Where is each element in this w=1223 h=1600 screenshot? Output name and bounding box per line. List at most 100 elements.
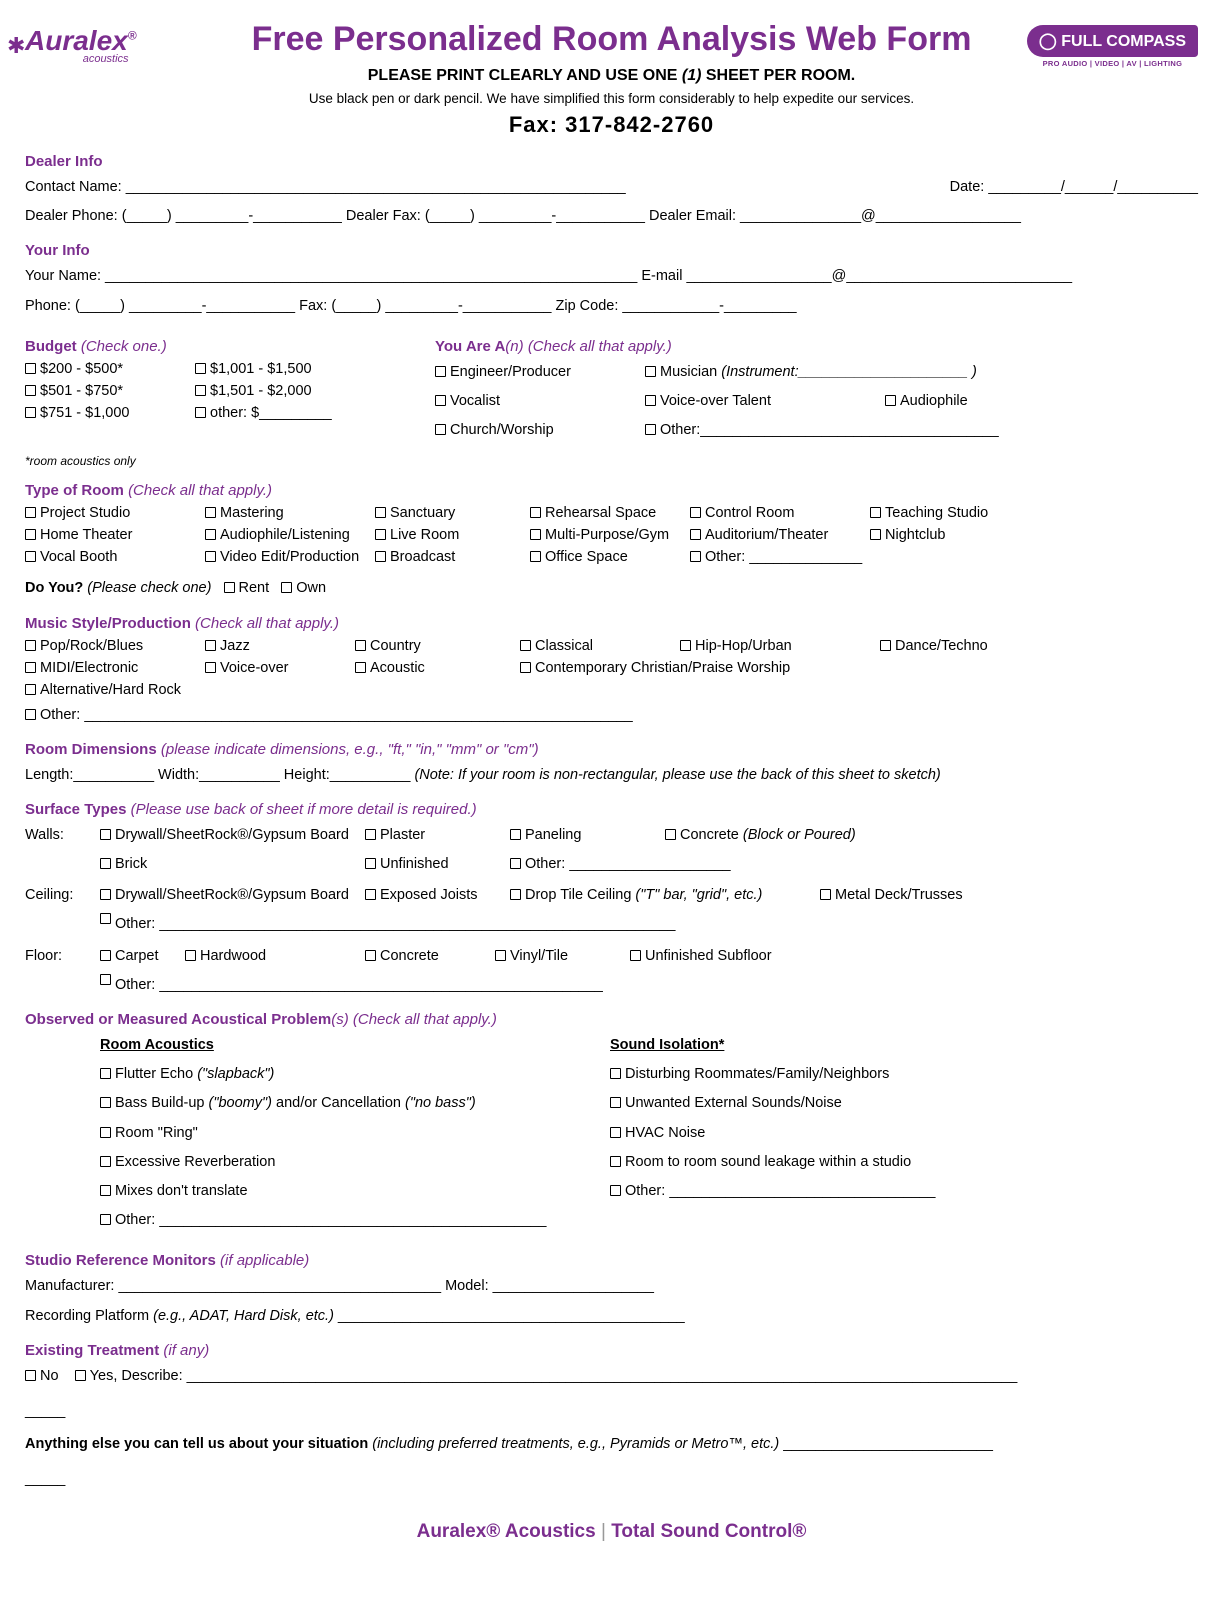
walls-label: Walls: <box>25 824 100 847</box>
checkbox[interactable] <box>375 529 386 540</box>
checkbox[interactable] <box>100 889 111 900</box>
checkbox[interactable] <box>645 395 656 406</box>
dims-row[interactable]: Length:__________ Width:__________ Heigh… <box>25 764 1198 787</box>
monitors-row-2[interactable]: Recording Platform (e.g., ADAT, Hard Dis… <box>25 1305 1198 1328</box>
existing-heading: Existing Treatment (if any) <box>25 1342 1198 1359</box>
checkbox[interactable] <box>100 950 111 961</box>
checkbox[interactable] <box>530 529 541 540</box>
checkbox[interactable] <box>375 551 386 562</box>
budget-heading: Budget (Check one.) <box>25 338 415 355</box>
checkbox[interactable] <box>205 507 216 518</box>
star-icon: ✱ <box>7 33 25 59</box>
checkbox[interactable] <box>435 366 446 377</box>
header-note: Use black pen or dark pencil. We have si… <box>25 91 1198 106</box>
checkbox[interactable] <box>520 640 531 651</box>
checkbox[interactable] <box>435 424 446 435</box>
contact-name-field[interactable]: Contact Name: __________________________… <box>25 176 626 199</box>
checkbox[interactable] <box>100 829 111 840</box>
room-acoustics-heading: Room Acoustics <box>100 1034 610 1057</box>
checkbox[interactable] <box>610 1156 621 1167</box>
checkbox[interactable] <box>25 363 36 374</box>
checkbox[interactable] <box>495 950 506 961</box>
checkbox[interactable] <box>25 640 36 651</box>
checkbox[interactable] <box>610 1185 621 1196</box>
roomtype-options: Project StudioMasteringSanctuaryRehearsa… <box>25 505 1198 565</box>
checkbox[interactable] <box>510 829 521 840</box>
checkbox-own[interactable] <box>281 582 292 593</box>
checkbox[interactable] <box>25 551 36 562</box>
checkbox[interactable] <box>25 385 36 396</box>
checkbox[interactable] <box>100 1156 111 1167</box>
checkbox[interactable] <box>690 551 701 562</box>
checkbox[interactable] <box>870 507 881 518</box>
sound-isolation-heading: Sound Isolation* <box>610 1034 935 1057</box>
monitors-heading: Studio Reference Monitors (if applicable… <box>25 1252 1198 1269</box>
your-phone-row[interactable]: Phone: (_____) _________-___________ Fax… <box>25 295 1198 318</box>
checkbox[interactable] <box>25 709 36 720</box>
your-name-row[interactable]: Your Name: _____________________________… <box>25 265 1198 288</box>
checkbox[interactable] <box>25 684 36 695</box>
checkbox[interactable] <box>25 407 36 418</box>
checkbox[interactable] <box>205 662 216 673</box>
checkbox[interactable] <box>195 363 206 374</box>
checkbox[interactable] <box>100 1068 111 1079</box>
checkbox[interactable] <box>610 1097 621 1108</box>
checkbox[interactable] <box>100 1097 111 1108</box>
checkbox[interactable] <box>530 551 541 562</box>
checkbox[interactable] <box>510 858 521 869</box>
checkbox[interactable] <box>690 529 701 540</box>
checkbox[interactable] <box>665 829 676 840</box>
checkbox[interactable] <box>205 640 216 651</box>
checkbox[interactable] <box>100 1214 111 1225</box>
checkbox[interactable] <box>25 507 36 518</box>
checkbox[interactable] <box>100 858 111 869</box>
checkbox[interactable] <box>25 529 36 540</box>
checkbox-rent[interactable] <box>224 582 235 593</box>
budget-footnote: *room acoustics only <box>25 454 1198 468</box>
dealer-row-1: Contact Name: __________________________… <box>25 176 1198 199</box>
dims-heading: Room Dimensions (please indicate dimensi… <box>25 741 1198 758</box>
checkbox[interactable] <box>365 950 376 961</box>
checkbox[interactable] <box>520 662 531 673</box>
checkbox[interactable] <box>690 507 701 518</box>
dash-line-1: _____ <box>25 1400 1198 1423</box>
checkbox[interactable] <box>355 662 366 673</box>
checkbox[interactable] <box>645 366 656 377</box>
checkbox[interactable] <box>610 1068 621 1079</box>
checkbox[interactable] <box>365 829 376 840</box>
checkbox[interactable] <box>205 551 216 562</box>
checkbox[interactable] <box>100 913 111 924</box>
checkbox[interactable] <box>820 889 831 900</box>
checkbox[interactable] <box>530 507 541 518</box>
checkbox[interactable] <box>100 1127 111 1138</box>
checkbox[interactable] <box>630 950 641 961</box>
checkbox[interactable] <box>610 1127 621 1138</box>
checkbox[interactable] <box>880 640 891 651</box>
checkbox[interactable] <box>365 858 376 869</box>
checkbox[interactable] <box>680 640 691 651</box>
floor-label: Floor: <box>25 945 100 968</box>
checkbox[interactable] <box>205 529 216 540</box>
checkbox[interactable] <box>435 395 446 406</box>
checkbox[interactable] <box>100 974 111 985</box>
checkbox-yes[interactable] <box>75 1370 86 1381</box>
checkbox[interactable] <box>375 507 386 518</box>
checkbox[interactable] <box>645 424 656 435</box>
checkbox[interactable] <box>870 529 881 540</box>
checkbox[interactable] <box>195 407 206 418</box>
dealer-phone-row[interactable]: Dealer Phone: (_____) _________-________… <box>25 205 1198 228</box>
date-field[interactable]: Date: _________/______/__________ <box>950 176 1198 199</box>
anything-else-row[interactable]: Anything else you can tell us about your… <box>25 1433 1198 1456</box>
existing-row[interactable]: No Yes, Describe: ______________________… <box>25 1365 1198 1388</box>
checkbox[interactable] <box>365 889 376 900</box>
checkbox[interactable] <box>185 950 196 961</box>
dash-line-2: _____ <box>25 1468 1198 1491</box>
checkbox[interactable] <box>100 1185 111 1196</box>
checkbox[interactable] <box>510 889 521 900</box>
checkbox-no[interactable] <box>25 1370 36 1381</box>
checkbox[interactable] <box>355 640 366 651</box>
checkbox[interactable] <box>25 662 36 673</box>
monitors-row-1[interactable]: Manufacturer: __________________________… <box>25 1275 1198 1298</box>
checkbox[interactable] <box>195 385 206 396</box>
checkbox[interactable] <box>885 395 896 406</box>
